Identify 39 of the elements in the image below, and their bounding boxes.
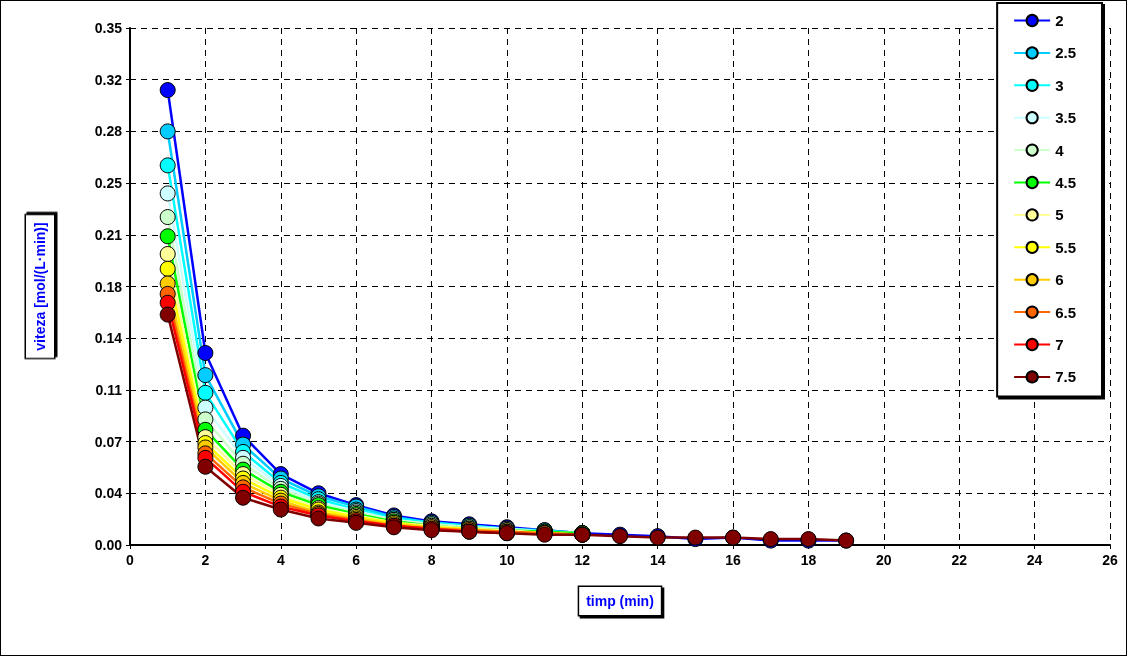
x-tick-label: 0	[126, 552, 135, 568]
y-tick-label: 0.04	[94, 485, 123, 502]
legend-label: 3	[1055, 76, 1064, 94]
y-tick-label: 0.14	[94, 330, 123, 347]
x-tick-label: 24	[1026, 552, 1043, 568]
x-tick-label: 6	[352, 552, 361, 568]
x-tick-label: 10	[499, 552, 515, 568]
legend-label: 2	[1055, 12, 1064, 29]
x-tick-label: 8	[427, 552, 436, 568]
y-tick-label: 0.32	[94, 71, 123, 88]
y-tick-label: 0.00	[94, 537, 123, 553]
legend-label: 7	[1055, 336, 1064, 353]
y-tick-label: 0.21	[94, 226, 123, 243]
x-tick-label: 22	[951, 552, 968, 568]
legend-label: 7.5	[1055, 368, 1077, 386]
y-axis-title: viteza [mol/(L·min)]	[32, 222, 48, 351]
y-tick-label: 0.18	[94, 278, 123, 295]
legend-label: 5.5	[1055, 238, 1077, 256]
legend-label: 6.5	[1055, 303, 1077, 321]
legend-label: 5	[1055, 206, 1064, 224]
x-tick-label: 26	[1102, 552, 1118, 568]
x-tick-label: 14	[649, 552, 666, 568]
x-tick-label: 12	[574, 552, 591, 568]
legend-label: 4	[1055, 141, 1065, 159]
x-tick-label: 18	[800, 552, 817, 568]
y-tick-label: 0.11	[95, 381, 123, 398]
x-tick-label: 2	[201, 552, 210, 568]
y-tick-label: 0.35	[94, 20, 123, 36]
legend-label: 4.5	[1055, 174, 1077, 191]
y-tick-label: 0.28	[94, 123, 123, 140]
y-tick-label: 0.07	[94, 433, 123, 450]
x-tick-label: 16	[725, 552, 742, 568]
legend-label: 3.5	[1055, 109, 1077, 127]
x-axis-title: timp (min)	[586, 593, 654, 609]
x-tick-label: 20	[876, 552, 892, 568]
legend-label: 2.5	[1055, 44, 1077, 62]
y-tick-label: 0.25	[94, 175, 123, 192]
x-tick-label: 4	[276, 552, 285, 568]
legend-label: 6	[1055, 271, 1064, 289]
